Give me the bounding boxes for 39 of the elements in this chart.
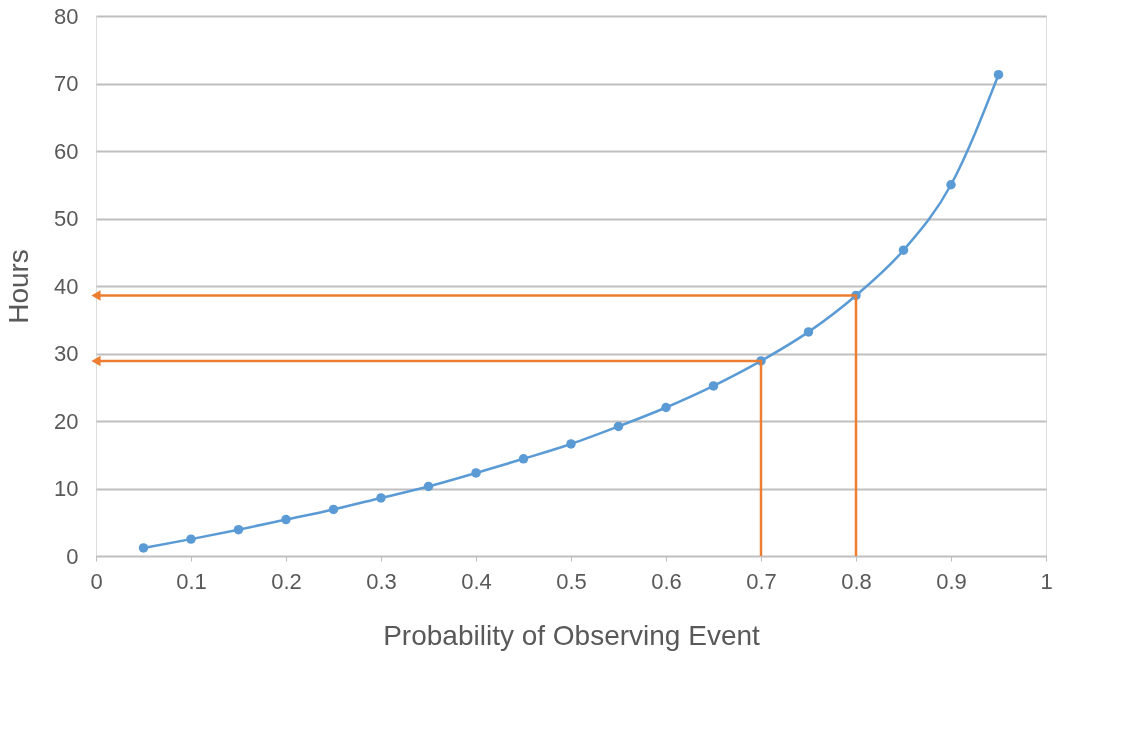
x-tick-label: 0.9 xyxy=(936,568,967,594)
y-tick-label: 30 xyxy=(54,341,79,366)
point xyxy=(898,245,909,255)
y-tick-label: 50 xyxy=(54,206,79,231)
point xyxy=(993,69,1004,80)
point xyxy=(661,402,671,413)
point xyxy=(613,421,624,432)
y-tick-label: 10 xyxy=(54,476,79,501)
x-axis-title: Probability of Observing Event xyxy=(383,619,761,651)
point xyxy=(328,504,339,515)
point xyxy=(518,454,529,464)
point xyxy=(376,493,386,503)
point xyxy=(281,514,291,525)
point xyxy=(186,534,196,544)
y-axis-title: Hours xyxy=(3,249,35,324)
x-tick-label: 0 xyxy=(90,568,103,594)
x-tick-label: 0.6 xyxy=(651,568,682,594)
x-tick-label: 0.2 xyxy=(271,568,302,594)
x-tick-label: 0.8 xyxy=(841,568,872,594)
point xyxy=(566,439,576,449)
point xyxy=(946,180,956,190)
point xyxy=(708,381,719,391)
y-tick-label: 0 xyxy=(66,543,79,569)
x-tick-label: 0.5 xyxy=(556,568,587,594)
x-tick-label: 0.4 xyxy=(461,568,492,594)
point xyxy=(471,468,481,478)
y-tick-label: 70 xyxy=(54,71,79,96)
x-tick-label: 0.3 xyxy=(366,568,397,594)
point xyxy=(233,524,244,535)
point xyxy=(138,543,149,553)
y-tick-label: 60 xyxy=(54,138,79,164)
y-tick-label: 40 xyxy=(54,273,79,299)
x-tick-label: 0.1 xyxy=(176,568,207,594)
x-tick-label: 1 xyxy=(1040,568,1053,594)
y-tick-label: 20 xyxy=(54,408,79,434)
point xyxy=(423,481,434,492)
x-tick-label: 0.7 xyxy=(746,568,777,594)
y-tick-label: 80 xyxy=(54,3,79,29)
point xyxy=(803,327,814,337)
